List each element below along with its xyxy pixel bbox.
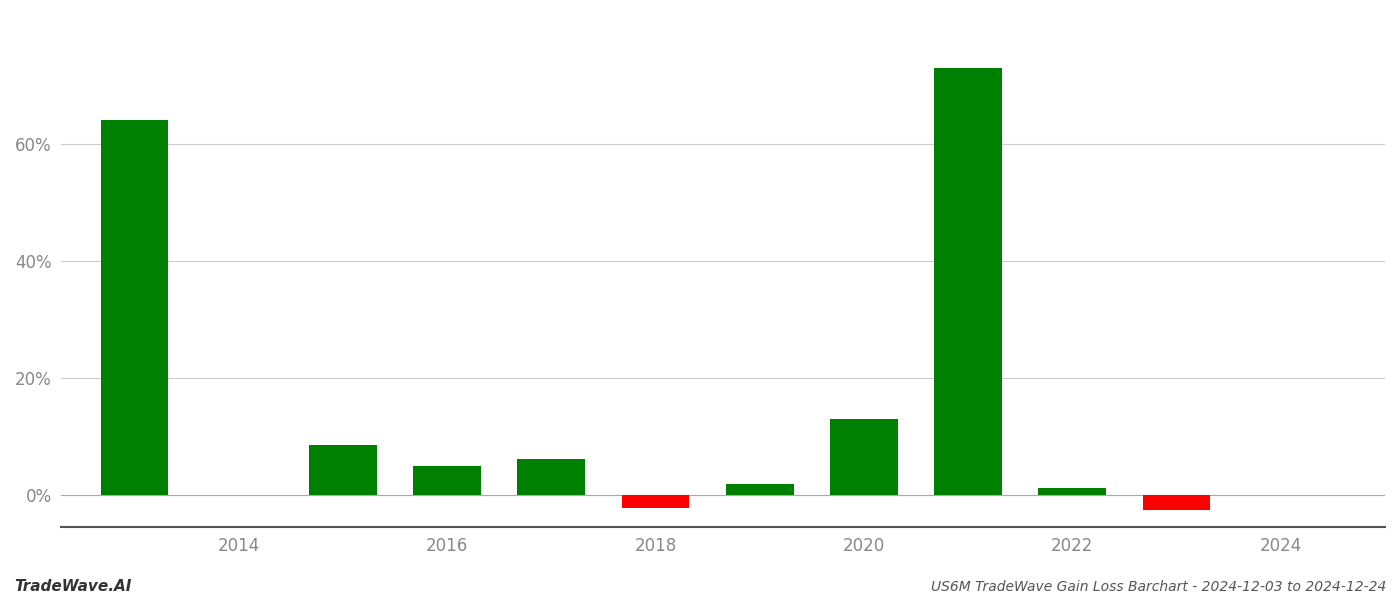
Bar	[518, 459, 585, 495]
Bar	[725, 484, 794, 495]
Bar	[1142, 495, 1211, 510]
Bar	[622, 495, 689, 508]
Bar	[1039, 488, 1106, 495]
Bar	[830, 419, 897, 495]
Bar	[309, 445, 377, 495]
Bar	[101, 121, 168, 495]
Text: TradeWave.AI: TradeWave.AI	[14, 579, 132, 594]
Bar	[413, 466, 482, 495]
Bar	[934, 68, 1002, 495]
Text: US6M TradeWave Gain Loss Barchart - 2024-12-03 to 2024-12-24: US6M TradeWave Gain Loss Barchart - 2024…	[931, 580, 1386, 594]
